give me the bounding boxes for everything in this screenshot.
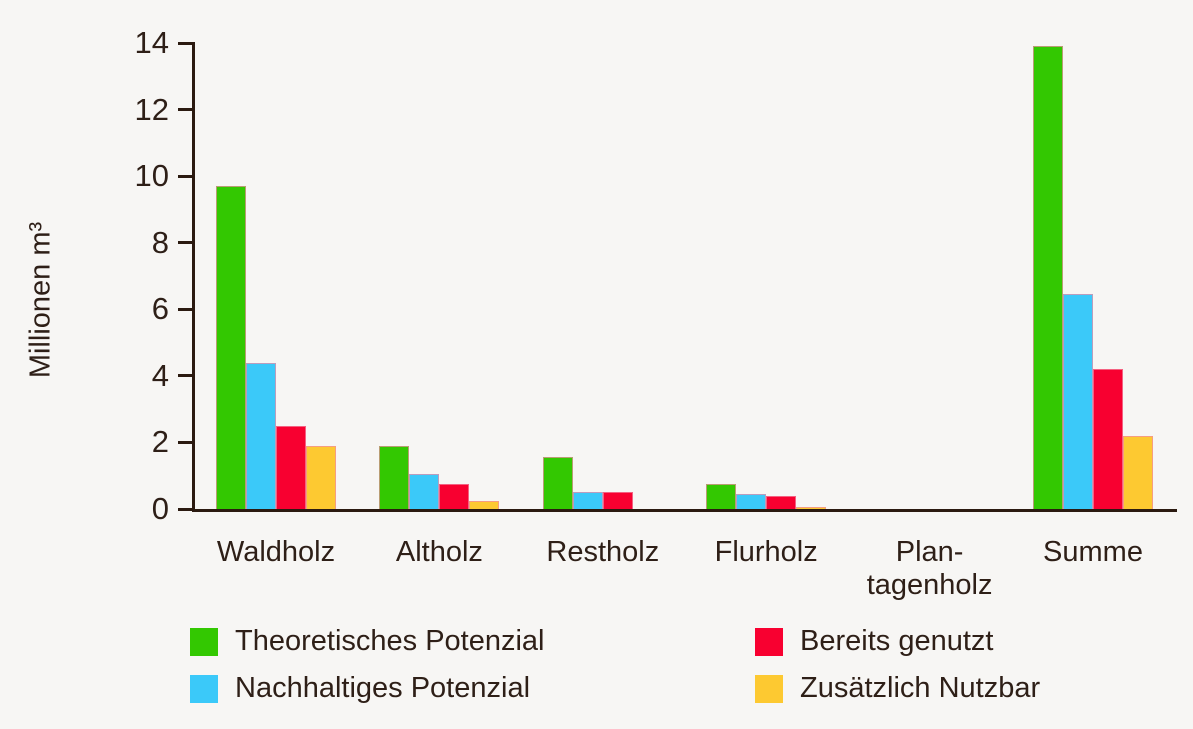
bar-nachhaltiges-potenzial-waldholz <box>246 362 276 509</box>
bar-theoretisches-potenzial-restholz <box>542 457 573 509</box>
plot-area: 0 2 4 6 8 10 12 14 Waldholz Altholz Restholz Flurh… <box>135 25 1177 601</box>
y-axis-tick-label: 6 <box>151 291 169 327</box>
legend-item-bereits-genutzt: Bereits genutzt <box>755 625 1040 657</box>
y-axis-tick <box>178 440 195 444</box>
bar-bereits-genutzt-waldholz <box>276 425 306 509</box>
legend-label-zusatzlich-nutzbar: Zusätzlich Nutzbar <box>800 672 1041 704</box>
bar-zusatzlich-nutzbar-summe <box>1123 435 1153 509</box>
bar-group-plan-tagenholz <box>870 43 990 509</box>
legend-swatch-nachhaltiges-potenzial <box>190 674 218 703</box>
y-axis-tick-label: 4 <box>151 357 169 393</box>
bar-zusatzlich-nutzbar-altholz <box>469 500 500 509</box>
legend-swatch-theoretisches-potenzial <box>190 627 218 656</box>
y-axis-tick-label: 10 <box>134 158 169 194</box>
bar-theoretisches-potenzial-summe <box>1033 46 1063 509</box>
bar-theoretisches-potenzial-flurholz <box>706 484 737 509</box>
y-axis-tick-label: 8 <box>151 224 169 260</box>
bar-group-altholz <box>379 43 500 509</box>
y-axis-tick-label: 12 <box>134 91 169 127</box>
bar-bereits-genutzt-restholz <box>602 492 633 509</box>
bar-zusatzlich-nutzbar-waldholz <box>306 445 336 509</box>
legend-label-theoretisches-potenzial: Theoretisches Potenzial <box>235 625 545 657</box>
x-axis-label-altholz: Altholz <box>395 536 483 568</box>
bar-bereits-genutzt-summe <box>1093 369 1123 509</box>
x-axis-label-waldholz: Waldholz <box>216 536 336 568</box>
bar-nachhaltiges-potenzial-flurholz <box>736 494 767 509</box>
legend-column-0: Theoretisches Potenzial Nachhaltiges Pote… <box>190 625 545 721</box>
bar-nachhaltiges-potenzial-restholz <box>572 492 603 509</box>
y-axis-tick-label: 0 <box>151 491 169 526</box>
legend-swatch-bereits-genutzt <box>755 627 783 656</box>
y-axis-tick <box>178 307 195 311</box>
x-axis-label-plan-tagenholz: Plan- tagenholz <box>866 536 993 601</box>
bar-group-restholz <box>542 43 663 509</box>
bar-zusatzlich-nutzbar-flurholz <box>796 507 827 509</box>
bar-bereits-genutzt-altholz <box>439 484 470 509</box>
bar-group-flurholz <box>706 43 827 509</box>
legend-swatch-zusatzlich-nutzbar <box>755 674 783 703</box>
y-axis-tick <box>178 241 195 245</box>
y-axis-tick <box>178 108 195 112</box>
x-axis-label-summe: Summe <box>1043 536 1143 568</box>
y-axis-tick-label: 14 <box>134 25 169 60</box>
bar-theoretisches-potenzial-altholz <box>379 445 410 509</box>
bar-nachhaltiges-potenzial-altholz <box>409 474 440 509</box>
bar-group-waldholz <box>216 43 336 509</box>
y-axis-tick-label: 2 <box>151 424 169 460</box>
y-axis-tick <box>178 507 195 511</box>
y-axis-tick <box>178 41 195 45</box>
x-axis-label-restholz: Restholz <box>546 536 660 568</box>
bar-theoretisches-potenzial-waldholz <box>216 186 246 509</box>
bar-bereits-genutzt-flurholz <box>766 495 797 509</box>
legend-item-zusatzlich-nutzbar: Zusätzlich Nutzbar <box>755 672 1041 704</box>
y-axis-tick <box>178 374 195 378</box>
x-axis-label-flurholz: Flurholz <box>714 536 818 568</box>
legend-column-1: Bereits genutzt Zusätzlich Nutzbar <box>755 625 1041 721</box>
legend-item-theoretisches-potenzial: Theoretisches Potenzial <box>190 625 545 657</box>
y-axis-title: Millionen m³ <box>24 221 57 379</box>
y-axis-tick <box>178 174 195 178</box>
legend-item-nachhaltiges-potenzial: Nachhaltiges Potenzial <box>190 672 545 704</box>
legend-label-nachhaltiges-potenzial: Nachhaltiges Potenzial <box>235 672 531 704</box>
legend-label-bereits-genutzt: Bereits genutzt <box>800 625 994 657</box>
bar-nachhaltiges-potenzial-summe <box>1063 294 1093 509</box>
bar-group-summe <box>1033 43 1153 509</box>
